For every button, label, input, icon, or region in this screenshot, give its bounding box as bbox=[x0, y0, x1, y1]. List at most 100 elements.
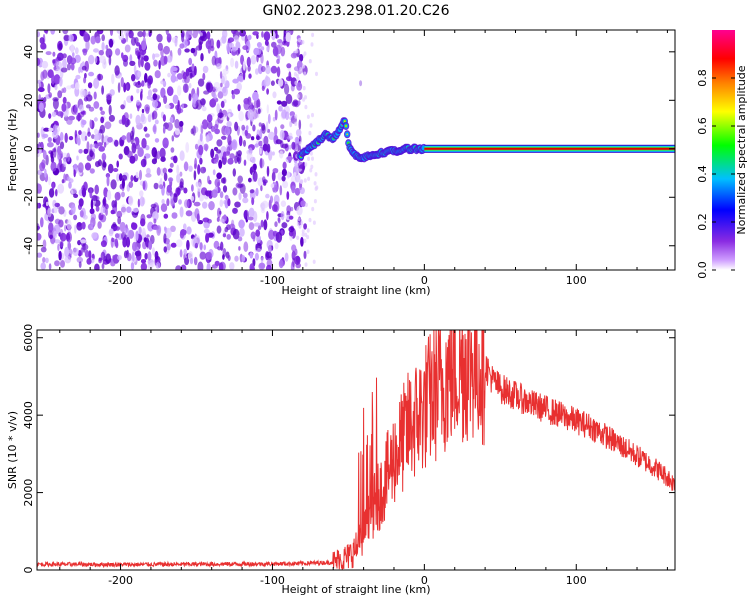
noise-speckle bbox=[131, 142, 137, 154]
noise-speckle bbox=[279, 129, 285, 140]
noise-speckle bbox=[37, 152, 40, 158]
noise-speckle bbox=[298, 141, 302, 146]
noise-speckle bbox=[83, 31, 89, 43]
noise-speckle bbox=[297, 217, 301, 222]
noise-speckle bbox=[99, 55, 106, 64]
noise-speckle bbox=[291, 185, 296, 194]
noise-speckle bbox=[170, 74, 177, 83]
noise-speckle bbox=[297, 161, 303, 170]
noise-speckle bbox=[214, 123, 219, 130]
noise-speckle bbox=[195, 99, 203, 110]
snr-y-tick-label: 2000 bbox=[22, 479, 35, 507]
noise-speckle bbox=[260, 46, 265, 51]
noise-speckle bbox=[152, 247, 155, 256]
noise-speckle bbox=[130, 37, 137, 46]
noise-speckle bbox=[93, 77, 100, 89]
noise-speckle bbox=[154, 250, 159, 260]
noise-speckle bbox=[199, 194, 204, 202]
noise-speckle bbox=[131, 74, 136, 82]
noise-speckle bbox=[94, 184, 99, 195]
noise-speckle bbox=[185, 210, 193, 217]
noise-speckle bbox=[101, 263, 105, 270]
noise-speckle bbox=[286, 76, 293, 82]
noise-speckle bbox=[120, 204, 127, 215]
noise-speckle bbox=[258, 63, 263, 75]
noise-speckle bbox=[162, 137, 169, 149]
noise-speckle bbox=[194, 65, 197, 76]
noise-speckle bbox=[250, 55, 257, 65]
noise-speckle bbox=[153, 225, 160, 231]
noise-speckle bbox=[306, 249, 310, 254]
noise-speckle bbox=[220, 100, 225, 108]
noise-speckle bbox=[163, 246, 168, 253]
noise-speckle bbox=[220, 82, 223, 88]
noise-speckle bbox=[82, 48, 88, 56]
noise-speckle bbox=[108, 104, 112, 116]
noise-speckle bbox=[126, 206, 132, 213]
noise-speckle bbox=[193, 170, 197, 181]
noise-speckle bbox=[47, 137, 52, 143]
noise-speckle bbox=[45, 30, 49, 35]
noise-speckle bbox=[298, 119, 302, 130]
noise-speckle bbox=[176, 73, 184, 80]
colorbar: 0.0 0.2 0.4 0.6 0.8 Normalized spectral ampl… bbox=[696, 30, 748, 279]
noise-speckle bbox=[263, 219, 268, 231]
noise-speckle bbox=[130, 95, 134, 102]
noise-speckle bbox=[59, 241, 64, 248]
noise-speckle bbox=[313, 199, 317, 204]
noise-speckle bbox=[179, 150, 185, 161]
snr-x-tick-label: -100 bbox=[260, 574, 285, 587]
noise-speckle bbox=[66, 85, 72, 90]
noise-speckle bbox=[300, 200, 306, 208]
noise-speckle bbox=[99, 106, 103, 111]
noise-speckle bbox=[227, 198, 231, 207]
noise-speckle bbox=[144, 62, 151, 71]
noise-speckle bbox=[206, 262, 211, 270]
noise-speckle bbox=[249, 263, 255, 270]
noise-speckle bbox=[213, 158, 219, 164]
noise-speckle bbox=[40, 42, 47, 50]
noise-speckle bbox=[267, 113, 271, 124]
noise-speckle bbox=[199, 251, 207, 260]
noise-speckle bbox=[48, 176, 51, 186]
noise-speckle bbox=[142, 37, 146, 45]
noise-speckle bbox=[160, 203, 168, 212]
noise-speckle bbox=[183, 248, 187, 256]
noise-speckle bbox=[211, 97, 219, 103]
noise-speckle bbox=[56, 111, 64, 117]
noise-speckle bbox=[45, 257, 49, 264]
noise-speckle bbox=[219, 191, 224, 199]
colorbar-gradient bbox=[712, 30, 735, 270]
noise-speckle bbox=[264, 39, 269, 46]
noise-speckle bbox=[176, 173, 181, 183]
noise-speckle bbox=[87, 82, 93, 89]
noise-speckle bbox=[222, 151, 227, 159]
noise-speckle bbox=[177, 47, 182, 56]
noise-speckle bbox=[70, 189, 74, 196]
noise-speckle bbox=[66, 176, 71, 182]
noise-speckle bbox=[246, 215, 250, 221]
noise-speckle bbox=[296, 94, 300, 99]
noise-speckle bbox=[146, 214, 152, 219]
noise-speckle bbox=[249, 189, 255, 194]
noise-speckle bbox=[229, 42, 234, 48]
noise-speckle bbox=[237, 175, 243, 184]
noise-speckle bbox=[296, 205, 303, 216]
noise-speckle bbox=[192, 125, 196, 136]
noise-speckle bbox=[163, 95, 168, 104]
noise-speckle bbox=[219, 199, 224, 207]
noise-speckle bbox=[228, 223, 236, 231]
noise-speckle bbox=[97, 142, 103, 147]
noise-speckle bbox=[288, 226, 295, 233]
spectrogram-plot-area bbox=[37, 30, 675, 270]
noise-speckle bbox=[189, 257, 194, 265]
noise-speckle bbox=[45, 201, 49, 207]
noise-speckle bbox=[299, 179, 303, 185]
noise-speckle bbox=[116, 210, 123, 219]
noise-speckle bbox=[272, 116, 276, 122]
noise-speckle bbox=[220, 177, 226, 184]
spectrogram-y-tick-label: -20 bbox=[22, 188, 35, 206]
noise-speckle bbox=[37, 57, 41, 66]
noise-speckle bbox=[170, 225, 176, 232]
noise-speckle bbox=[297, 100, 301, 106]
